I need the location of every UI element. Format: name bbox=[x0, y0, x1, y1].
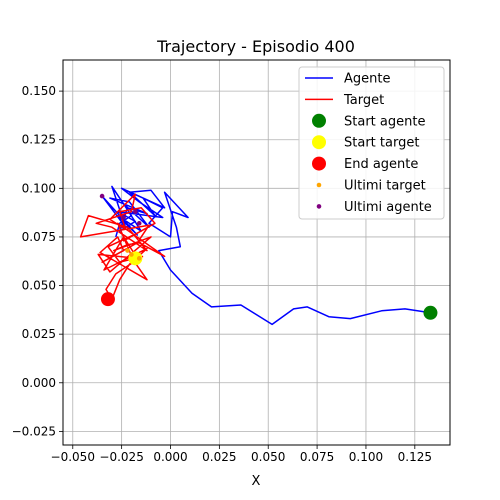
x-tick-label: −0.025 bbox=[99, 450, 143, 464]
scatter-point-ultimi-target bbox=[125, 248, 130, 253]
x-tick-label: 0.100 bbox=[349, 450, 383, 464]
legend-swatch-end-agente bbox=[312, 156, 326, 171]
y-tick-label: 0.150 bbox=[22, 84, 56, 98]
scatter-point-ultimi-agente bbox=[121, 215, 126, 220]
y-axis-ticks: −0.025 0.000 0.025 0.050 0.075 0.100 0.125 0.15… bbox=[12, 84, 63, 438]
y-tick-label: −0.025 bbox=[12, 424, 56, 438]
legend-swatch-ultimi-target bbox=[316, 182, 322, 188]
scatter-point-ultimi-agente bbox=[99, 193, 105, 199]
legend-items: Agente Target Start agente Start target End … bbox=[305, 72, 432, 215]
scatter-point-ultimi-agente bbox=[136, 221, 142, 226]
x-tick-label: 0.125 bbox=[398, 450, 432, 464]
scatter-point-ultimi-agente bbox=[133, 209, 138, 214]
y-tick-label: 0.000 bbox=[22, 376, 56, 390]
x-tick-label: 0.075 bbox=[300, 450, 334, 464]
x-tick-label: 0.050 bbox=[251, 450, 285, 464]
series-layer bbox=[79, 185, 431, 326]
x-tick-label: −0.050 bbox=[51, 450, 95, 464]
markers-layer bbox=[99, 193, 438, 320]
y-tick-label: 0.050 bbox=[22, 279, 56, 293]
legend-label-ultimi-agente: Ultimi agente bbox=[344, 200, 432, 215]
legend-label-start-target: Start target bbox=[344, 136, 419, 151]
legend-swatch-start-agente bbox=[312, 113, 326, 128]
y-tick-label: 0.125 bbox=[22, 133, 56, 147]
scatter-point-ultimi-target bbox=[136, 256, 142, 261]
y-tick-label: 0.075 bbox=[22, 230, 56, 244]
series-line-target bbox=[79, 193, 166, 300]
marker-end-agente bbox=[100, 292, 115, 307]
y-tick-label: 0.025 bbox=[22, 327, 56, 341]
legend-label-ultimi-target: Ultimi target bbox=[344, 179, 426, 194]
legend-swatch-ultimi-agente bbox=[316, 204, 322, 209]
legend-swatch-start-target bbox=[312, 135, 326, 150]
chart-title: Trajectory - Episodio 400 bbox=[156, 37, 355, 56]
legend-label-agente: Agente bbox=[344, 72, 390, 87]
legend-label-start-agente: Start agente bbox=[344, 114, 425, 129]
plot-frame bbox=[62, 59, 451, 446]
y-tick-label: 0.100 bbox=[22, 181, 56, 195]
legend-frame bbox=[298, 66, 445, 220]
legend-label-target: Target bbox=[343, 93, 384, 108]
marker-start-agente bbox=[423, 305, 438, 320]
scatter-point-ultimi-target bbox=[129, 252, 134, 257]
legend: Agente Target Start agente Start target End … bbox=[298, 66, 445, 220]
x-tick-label: 0.000 bbox=[153, 450, 187, 464]
x-tick-label: 0.025 bbox=[202, 450, 236, 464]
x-axis-label: X bbox=[252, 474, 261, 489]
legend-label-end-agente: End agente bbox=[344, 157, 418, 172]
series-line-agente bbox=[101, 185, 431, 326]
x-axis-ticks: −0.050 −0.025 0.000 0.025 0.050 0.075 0.100 0.1… bbox=[51, 445, 432, 464]
